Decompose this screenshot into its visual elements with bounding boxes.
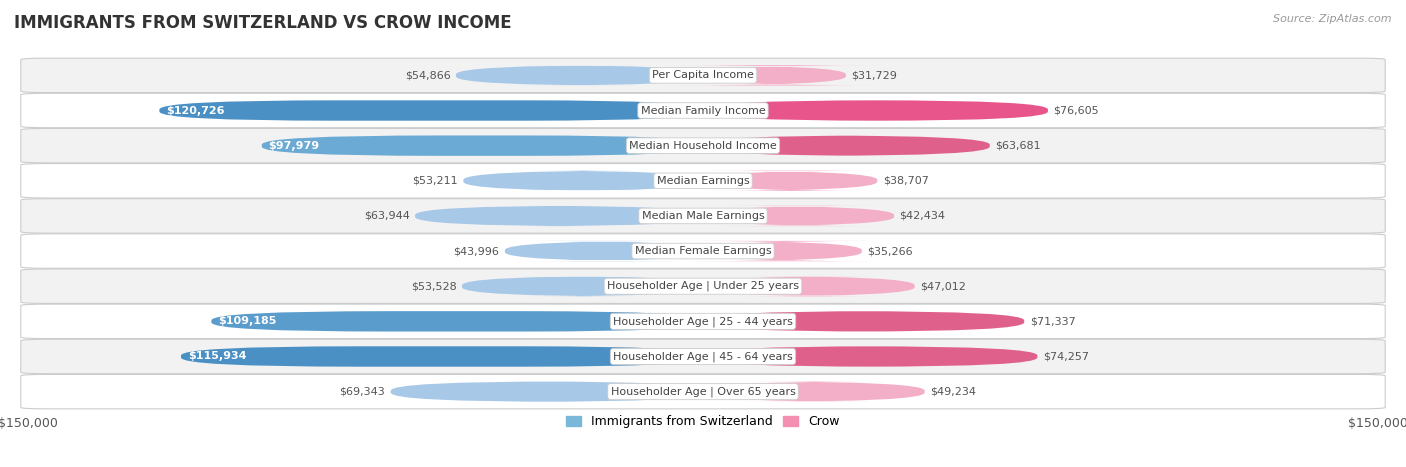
- Text: $53,211: $53,211: [412, 176, 458, 186]
- Text: Median Female Earnings: Median Female Earnings: [634, 246, 772, 256]
- FancyBboxPatch shape: [262, 135, 703, 156]
- Text: Householder Age | 25 - 44 years: Householder Age | 25 - 44 years: [613, 316, 793, 326]
- Text: Median Household Income: Median Household Income: [628, 141, 778, 151]
- FancyBboxPatch shape: [21, 375, 1385, 409]
- Text: Householder Age | Over 65 years: Householder Age | Over 65 years: [610, 386, 796, 397]
- FancyBboxPatch shape: [703, 276, 915, 297]
- FancyBboxPatch shape: [21, 163, 1385, 198]
- FancyBboxPatch shape: [702, 170, 879, 191]
- Text: $47,012: $47,012: [920, 281, 966, 291]
- Text: Median Family Income: Median Family Income: [641, 106, 765, 115]
- Text: $54,866: $54,866: [405, 71, 450, 80]
- FancyBboxPatch shape: [669, 65, 879, 85]
- FancyBboxPatch shape: [21, 234, 1385, 268]
- Text: $115,934: $115,934: [188, 352, 246, 361]
- FancyBboxPatch shape: [21, 269, 1385, 304]
- Text: $109,185: $109,185: [218, 316, 277, 326]
- FancyBboxPatch shape: [703, 347, 1038, 367]
- FancyBboxPatch shape: [21, 93, 1385, 128]
- Text: $42,434: $42,434: [900, 211, 945, 221]
- FancyBboxPatch shape: [21, 58, 1385, 92]
- FancyBboxPatch shape: [464, 170, 703, 191]
- Text: Per Capita Income: Per Capita Income: [652, 71, 754, 80]
- FancyBboxPatch shape: [463, 276, 703, 297]
- Legend: Immigrants from Switzerland, Crow: Immigrants from Switzerland, Crow: [561, 410, 845, 433]
- FancyBboxPatch shape: [703, 100, 1047, 120]
- FancyBboxPatch shape: [21, 339, 1385, 374]
- FancyBboxPatch shape: [21, 128, 1385, 163]
- FancyBboxPatch shape: [21, 304, 1385, 339]
- Text: Median Earnings: Median Earnings: [657, 176, 749, 186]
- Text: Householder Age | 45 - 64 years: Householder Age | 45 - 64 years: [613, 351, 793, 362]
- Text: $53,528: $53,528: [411, 281, 457, 291]
- Text: $49,234: $49,234: [931, 387, 976, 396]
- FancyBboxPatch shape: [703, 382, 925, 402]
- FancyBboxPatch shape: [211, 311, 703, 332]
- Text: $43,996: $43,996: [454, 246, 499, 256]
- FancyBboxPatch shape: [686, 241, 879, 261]
- Text: $71,337: $71,337: [1029, 316, 1076, 326]
- Text: $63,681: $63,681: [995, 141, 1040, 151]
- Text: Householder Age | Under 25 years: Householder Age | Under 25 years: [607, 281, 799, 291]
- Text: IMMIGRANTS FROM SWITZERLAND VS CROW INCOME: IMMIGRANTS FROM SWITZERLAND VS CROW INCO…: [14, 14, 512, 32]
- FancyBboxPatch shape: [703, 311, 1024, 332]
- Text: $97,979: $97,979: [269, 141, 319, 151]
- Text: $69,343: $69,343: [340, 387, 385, 396]
- Text: Source: ZipAtlas.com: Source: ZipAtlas.com: [1274, 14, 1392, 24]
- Text: Median Male Earnings: Median Male Earnings: [641, 211, 765, 221]
- Text: $120,726: $120,726: [166, 106, 225, 115]
- FancyBboxPatch shape: [505, 241, 703, 261]
- FancyBboxPatch shape: [159, 100, 703, 120]
- Text: $63,944: $63,944: [364, 211, 409, 221]
- FancyBboxPatch shape: [21, 199, 1385, 233]
- Text: $31,729: $31,729: [851, 71, 897, 80]
- FancyBboxPatch shape: [391, 382, 703, 402]
- FancyBboxPatch shape: [703, 206, 894, 226]
- FancyBboxPatch shape: [415, 206, 703, 226]
- Text: $35,266: $35,266: [868, 246, 912, 256]
- Text: $74,257: $74,257: [1043, 352, 1088, 361]
- FancyBboxPatch shape: [181, 347, 703, 367]
- FancyBboxPatch shape: [456, 65, 703, 85]
- Text: $38,707: $38,707: [883, 176, 928, 186]
- Text: $76,605: $76,605: [1053, 106, 1099, 115]
- FancyBboxPatch shape: [703, 135, 990, 156]
